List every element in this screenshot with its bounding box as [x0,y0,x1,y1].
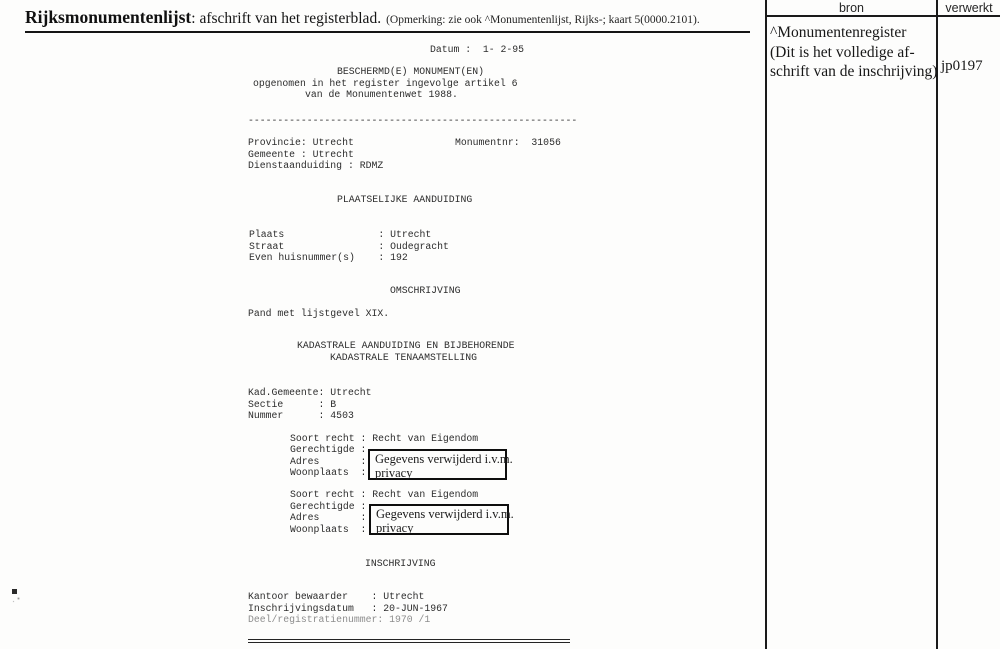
privacy-redaction-box: Gegevens verwijderd i.v.m. privacy [369,504,514,535]
doc-line: Monumentnr: 31056 [455,137,561,148]
doc-line: Provincie: Utrecht [248,137,354,148]
bron-entry-line: ^Monumentenregister [770,24,907,41]
doc-line: Gerechtigde : [290,501,367,512]
doc-line: Dienstaanduiding : RDMZ [248,160,384,171]
doc-line: Soort recht : Recht van Eigendom [290,489,479,500]
sidebar-left-border [765,0,767,649]
verwerkt-entry: jp0197 [941,58,983,74]
doc-line: Adres : [290,456,367,467]
privacy-redaction-box: Gegevens verwijderd i.v.m. privacy [368,449,513,480]
doc-line: Soort recht : Recht van Eigendom [290,433,479,444]
doc-line: Even huisnummer(s) : 192 [249,252,408,263]
page-title-rest: : afschrift van het registerblad. [191,10,382,27]
doc-line: Kantoor bewaarder : Utrecht [248,591,425,602]
doc-line: Kad.Gemeente: Utrecht [248,387,372,398]
doc-line: Woonplaats : [290,467,367,478]
doc-line: opgenomen in het register ingevolge arti… [253,78,518,89]
doc-line: OMSCHRIJVING [390,285,461,296]
bron-entry: ^Monumentenregister (Dit is het volledig… [770,23,938,82]
doc-line: Pand met lijstgevel XIX. [248,308,390,319]
double-rule [248,639,570,643]
doc-line: Deel/registratienummer: 1970 /1 [248,614,431,625]
page-title-bold: Rijksmonumentenlijst [25,7,192,27]
page-title-note: (Opmerking: zie ook ^Monumentenlijst, Ri… [386,14,700,26]
doc-line: KADASTRALE AANDUIDING EN BIJBEHORENDE [297,340,515,351]
doc-line: van de Monumentenwet 1988. [305,89,458,100]
doc-line: Sectie : B [248,399,337,410]
doc-line: BESCHERMD(E) MONUMENT(EN) [337,66,484,77]
bron-entry-line: schrift van de inschrijving) [770,63,938,80]
doc-line: ----------------------------------------… [248,115,578,126]
doc-line: INSCHRIJVING [365,558,436,569]
privacy-redaction-text: Gegevens verwijderd i.v.m. [376,507,514,521]
title-underline-rule [25,31,750,33]
doc-line: Nummer : 4503 [248,410,354,421]
doc-line: Inschrijvingsdatum : 20-JUN-1967 [248,603,448,614]
privacy-redaction-text: Gegevens verwijderd i.v.m. [375,452,513,466]
doc-line: Woonplaats : [290,524,367,535]
doc-line: Plaats : Utrecht [249,229,432,240]
doc-line: Datum : 1- 2-95 [430,44,525,55]
doc-line: PLAATSELIJKE AANDUIDING [337,194,473,205]
page-title: Rijksmonumentenlijst: afschrift van het … [25,7,700,28]
bron-entry-line: (Dit is het volledige af- [770,43,915,61]
doc-line: Adres : [290,512,367,523]
sidebar-column-divider [936,0,938,649]
scan-artifact-dot [12,589,17,594]
doc-line: Gerechtigde : [290,444,367,455]
column-header-bron: bron [838,1,865,15]
doc-line: Straat : Oudegracht [249,241,449,252]
column-header-verwerkt: verwerkt [945,1,993,15]
privacy-redaction-text: privacy [375,466,413,480]
doc-line: KADASTRALE TENAAMSTELLING [330,352,477,363]
doc-line: Gemeente : Utrecht [248,149,354,160]
privacy-redaction-text: privacy [376,521,414,535]
sidebar-header-rule [765,15,1000,17]
